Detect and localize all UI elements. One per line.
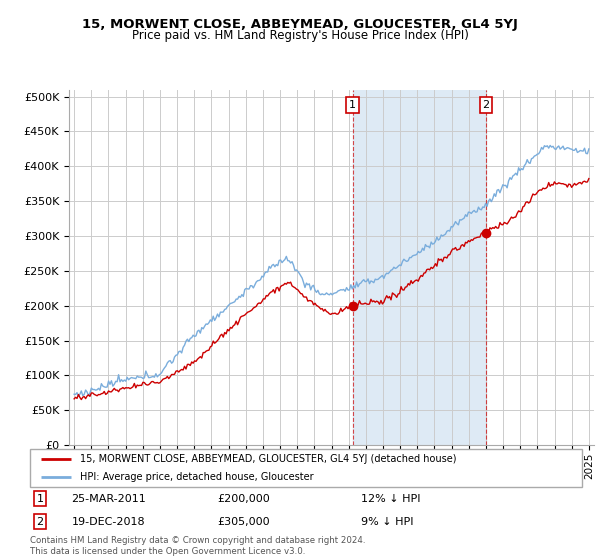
Bar xyxy=(353,90,486,445)
Text: 19-DEC-2018: 19-DEC-2018 xyxy=(71,517,145,527)
Text: 9% ↓ HPI: 9% ↓ HPI xyxy=(361,517,414,527)
Text: Contains HM Land Registry data © Crown copyright and database right 2024.
This d: Contains HM Land Registry data © Crown c… xyxy=(30,536,365,556)
Text: £200,000: £200,000 xyxy=(218,493,271,503)
Text: 1: 1 xyxy=(37,493,44,503)
Text: 2: 2 xyxy=(482,100,490,110)
Text: 25-MAR-2011: 25-MAR-2011 xyxy=(71,493,146,503)
Text: 1: 1 xyxy=(349,100,356,110)
Text: 15, MORWENT CLOSE, ABBEYMEAD, GLOUCESTER, GL4 5YJ: 15, MORWENT CLOSE, ABBEYMEAD, GLOUCESTER… xyxy=(82,18,518,31)
Text: HPI: Average price, detached house, Gloucester: HPI: Average price, detached house, Glou… xyxy=(80,472,313,482)
Text: 15, MORWENT CLOSE, ABBEYMEAD, GLOUCESTER, GL4 5YJ (detached house): 15, MORWENT CLOSE, ABBEYMEAD, GLOUCESTER… xyxy=(80,454,456,464)
Text: Price paid vs. HM Land Registry's House Price Index (HPI): Price paid vs. HM Land Registry's House … xyxy=(131,29,469,42)
Text: 2: 2 xyxy=(37,517,44,527)
FancyBboxPatch shape xyxy=(30,449,582,487)
Text: £305,000: £305,000 xyxy=(218,517,271,527)
Text: 12% ↓ HPI: 12% ↓ HPI xyxy=(361,493,421,503)
